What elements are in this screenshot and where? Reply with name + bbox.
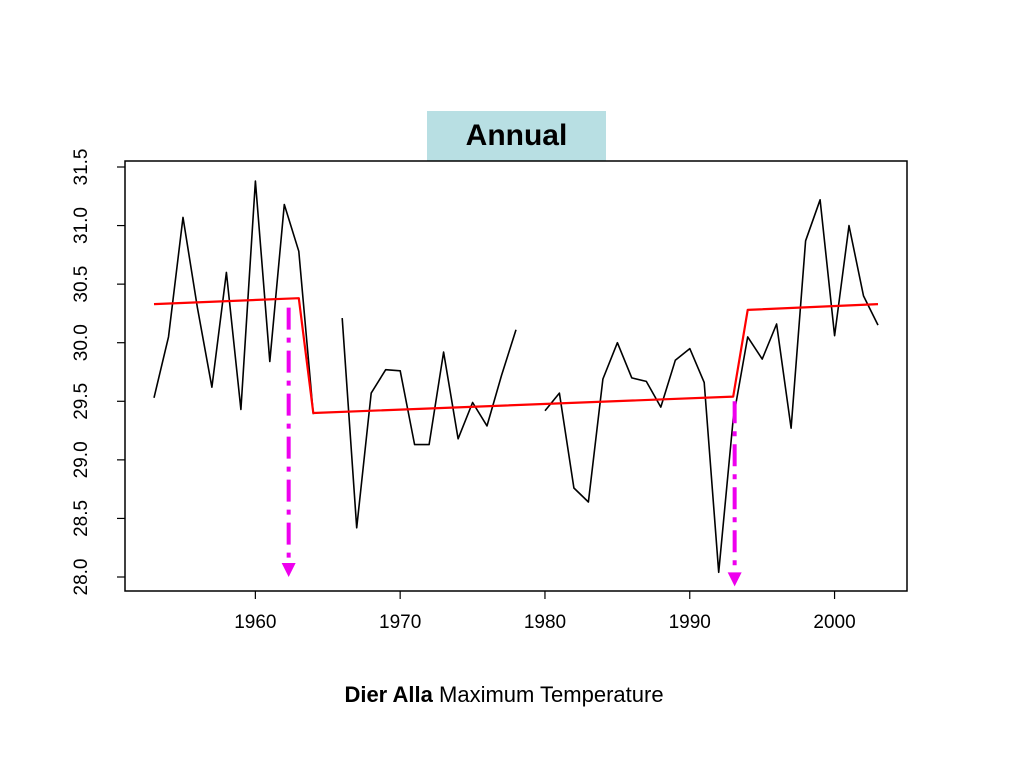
arrow-head [727, 572, 742, 587]
x-tick-label: 1990 [669, 612, 711, 633]
series-layer [153, 180, 879, 574]
temperature-series-line [341, 318, 517, 529]
change-point-arrow [281, 307, 296, 577]
arrow-head [281, 563, 296, 577]
plot-frame [124, 160, 908, 592]
axes: 1960 1970 1980 1990 2000 28.0 28.5 29.0 29.5 30.0… [71, 149, 908, 633]
chart-caption: Dier Alla Maximum Temperature [0, 682, 1008, 708]
y-tick-label: 31.0 [71, 207, 92, 244]
x-tick-label: 1970 [379, 612, 421, 633]
change-point-arrow [727, 401, 742, 587]
y-tick-label: 29.0 [71, 441, 92, 478]
y-tick-label: 31.5 [71, 149, 92, 186]
y-tick-label: 28.0 [71, 559, 92, 596]
trend-fit-line [153, 297, 879, 415]
y-tick-label: 28.5 [71, 500, 92, 537]
x-tick-label: 1980 [524, 612, 566, 633]
y-tick-label: 30.5 [71, 266, 92, 303]
x-tick-label: 1960 [234, 612, 276, 633]
annotation-layer [281, 307, 742, 587]
y-tick-label: 30.0 [71, 324, 92, 361]
chart-title: Annual [427, 111, 606, 161]
y-tick-label: 29.5 [71, 383, 92, 420]
caption-station: Dier Alla [344, 682, 433, 707]
caption-variable: Maximum Temperature [432, 682, 664, 707]
temperature-series-line [153, 180, 315, 415]
x-tick-label: 2000 [813, 612, 855, 633]
temperature-series-line [544, 199, 879, 574]
